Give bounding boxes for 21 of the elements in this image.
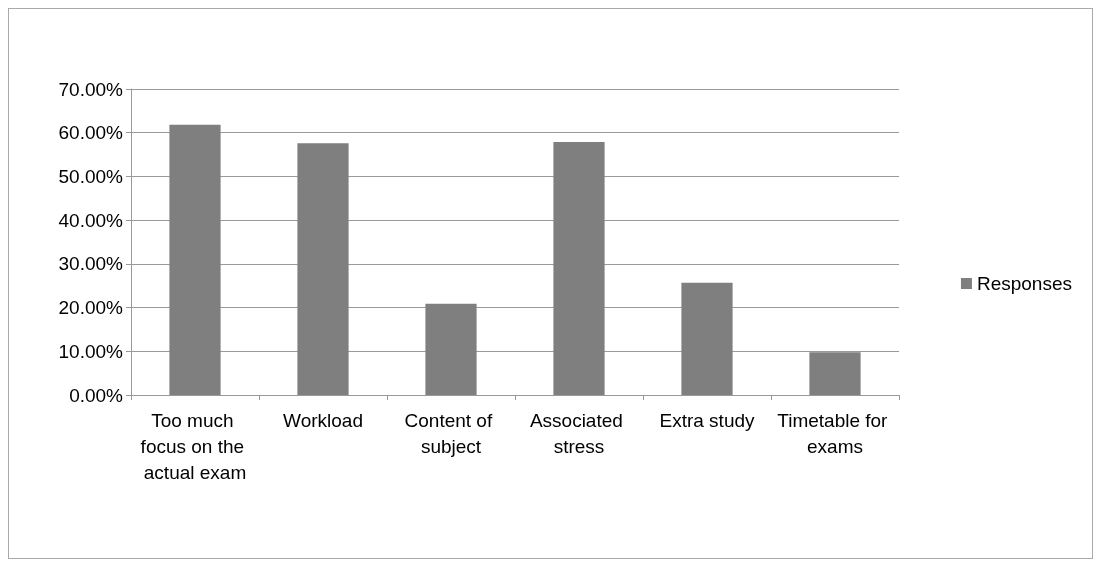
bar <box>169 124 221 395</box>
x-tick-label: Too much focus on the actual exam <box>140 409 250 483</box>
x-tick-label: Associated stress <box>529 409 629 457</box>
bar <box>297 143 349 395</box>
bar <box>425 303 477 395</box>
x-tick-label: Extra study <box>659 409 756 431</box>
y-tick-label: 20.00% <box>58 297 124 319</box>
y-tick-label: 30.00% <box>58 253 124 275</box>
y-tick-label: 60.00% <box>58 122 124 144</box>
y-tick-label: 40.00% <box>58 209 124 231</box>
bar <box>809 352 861 395</box>
y-tick-label: 70.00% <box>58 78 124 100</box>
y-tick-label: 50.00% <box>58 165 124 187</box>
x-tick-label: Timetable for exams <box>777 409 893 457</box>
x-tick-label: Workload <box>283 409 363 431</box>
bar <box>553 141 605 395</box>
y-tick-label: 0.00% <box>69 384 124 406</box>
x-tick-label: Content of subject <box>404 409 498 457</box>
legend-label: Responses <box>976 273 1073 294</box>
y-tick-label: 10.00% <box>58 340 124 362</box>
bar <box>681 282 733 395</box>
